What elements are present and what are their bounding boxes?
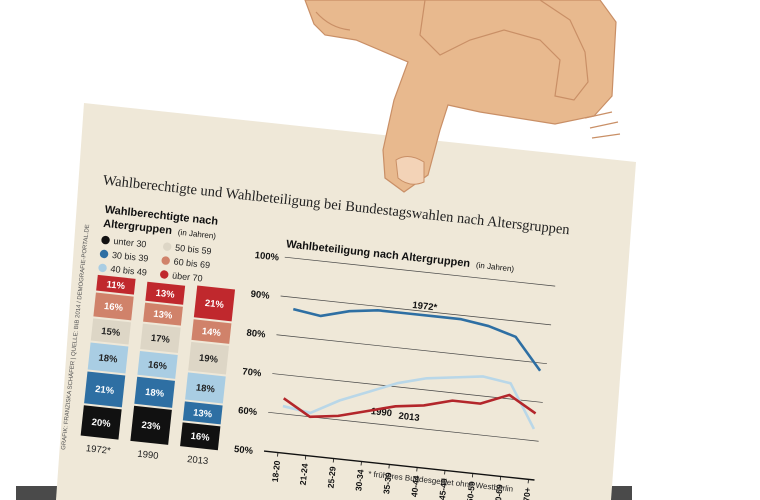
x-axis-ticks: 18-20 21-24 25-29 30-34 35-39 40-44 45-49 50-59… xyxy=(270,452,533,500)
bar-segment-1972-40to49 xyxy=(87,342,129,374)
bar-segment-1990-40to49 xyxy=(137,351,178,379)
bar-value-label: 16% xyxy=(103,301,124,314)
legend-label-50to59: 50 bis 59 xyxy=(175,243,212,257)
series-line-line_1972 xyxy=(292,307,542,372)
y-tick-label: 50% xyxy=(233,444,254,457)
x-tick-label: 70+ xyxy=(521,487,532,500)
grid-line xyxy=(280,295,552,326)
legend-swatch-40to49 xyxy=(98,263,107,273)
bar-segment-1972-under30 xyxy=(80,405,122,440)
bar-value-label: 18% xyxy=(145,387,166,400)
legend-label-under30: unter 30 xyxy=(113,236,147,249)
bar-segment-1990-under30 xyxy=(130,405,172,445)
series-label-line_2013: 2013 xyxy=(398,411,420,424)
legend-swatch-30to39 xyxy=(99,249,109,259)
bar-segment-1972-30to39 xyxy=(84,371,126,408)
grid-line xyxy=(284,256,556,287)
y-tick-label: 90% xyxy=(250,289,271,302)
bar-value-label: 21% xyxy=(95,384,116,397)
x-tick-label: 30-34 xyxy=(353,469,365,492)
y-tick-label: 70% xyxy=(242,366,263,379)
y-tick-label: 80% xyxy=(246,328,267,341)
legend-swatch-over70 xyxy=(160,270,169,279)
bar-segment-2013-40to49 xyxy=(185,372,226,404)
x-tick-label: 18-20 xyxy=(270,460,282,483)
series-line-line_1990 xyxy=(282,375,536,430)
bar-value-label: 23% xyxy=(141,420,162,433)
bar-value-label: 16% xyxy=(147,359,168,372)
stacked-bars: 20% 21% 18% 15% 16% 11% 1972* 23% 18% 16% 17% 13% 13… xyxy=(80,274,236,467)
grid-line xyxy=(276,334,547,365)
x-tick-label: 40-44 xyxy=(409,475,421,498)
bar-segment-2013-over70 xyxy=(193,285,236,322)
legend-label-30to39: 30 bis 39 xyxy=(111,250,148,264)
y-tick-label: 100% xyxy=(254,250,280,264)
bar-value-label: 17% xyxy=(150,333,171,346)
bar-segment-2013-50to59 xyxy=(188,341,230,375)
legend-swatch-60to69 xyxy=(161,256,170,265)
x-tick-label: 45-49 xyxy=(437,478,449,500)
x-tick-label: 60-69 xyxy=(493,484,505,500)
x-tick-label: 50-59 xyxy=(465,481,477,500)
bar-value-label: 15% xyxy=(101,326,122,339)
bar-value-label: 14% xyxy=(201,326,222,339)
bar-segment-2013-30to39 xyxy=(182,401,223,425)
hand-illustration xyxy=(304,0,621,193)
series-line-line_2013 xyxy=(283,393,537,419)
bar-value-label: 13% xyxy=(155,288,176,301)
legend-swatch-50to59 xyxy=(163,242,172,251)
bar-category-label: 1972* xyxy=(85,443,111,457)
stacked-bar-chart: Wahlberechtigte nach Altergruppen (in Ja… xyxy=(80,204,236,467)
bar-value-label: 20% xyxy=(91,417,112,430)
line-chart-grid: 100% 90% 80% 70% 60% 50% xyxy=(233,250,556,481)
grid-line xyxy=(263,450,535,481)
x-tick-label: 21-24 xyxy=(298,463,310,486)
bar-segment-1990-30to39 xyxy=(134,376,175,408)
bar-segment-1990-over70 xyxy=(145,281,186,305)
bar-value-label: 11% xyxy=(106,279,126,292)
line-chart: Wahlbeteiligung nach Altergruppen (in Ja… xyxy=(233,238,556,500)
bar-segment-1972-60to69 xyxy=(93,292,134,321)
bar-category-label: 1990 xyxy=(137,449,159,462)
bar-segment-1990-50to59 xyxy=(140,323,181,354)
bar-segment-2013-60to69 xyxy=(191,319,232,344)
bar-segment-1972-50to59 xyxy=(90,318,131,345)
bar-value-label: 13% xyxy=(153,309,174,322)
line-series: 1972*1990 2013 xyxy=(282,300,542,430)
x-tick-label: 35-39 xyxy=(381,472,393,495)
legend-swatch-under30 xyxy=(101,235,110,245)
y-tick-label: 60% xyxy=(238,405,259,418)
bar-segment-1990-60to69 xyxy=(143,302,183,326)
bar-value-label: 16% xyxy=(190,431,211,444)
legend-label-60to69: 60 bis 69 xyxy=(173,256,210,270)
bar-value-label: 21% xyxy=(204,298,225,311)
bar-segment-2013-under30 xyxy=(180,422,221,451)
legend-label-over70: über 70 xyxy=(172,270,203,283)
bar-category-label: 2013 xyxy=(187,454,209,467)
bar-value-label: 13% xyxy=(193,407,214,420)
bar-segment-1972-over70 xyxy=(96,274,136,295)
x-tick-label: 25-29 xyxy=(325,466,337,489)
legend-label-40to49: 40 bis 49 xyxy=(110,264,147,278)
bar-value-label: 19% xyxy=(198,353,219,366)
bar-value-label: 18% xyxy=(195,382,216,395)
bar-value-label: 18% xyxy=(98,353,119,366)
series-label-line_1972: 1972* xyxy=(412,300,438,314)
